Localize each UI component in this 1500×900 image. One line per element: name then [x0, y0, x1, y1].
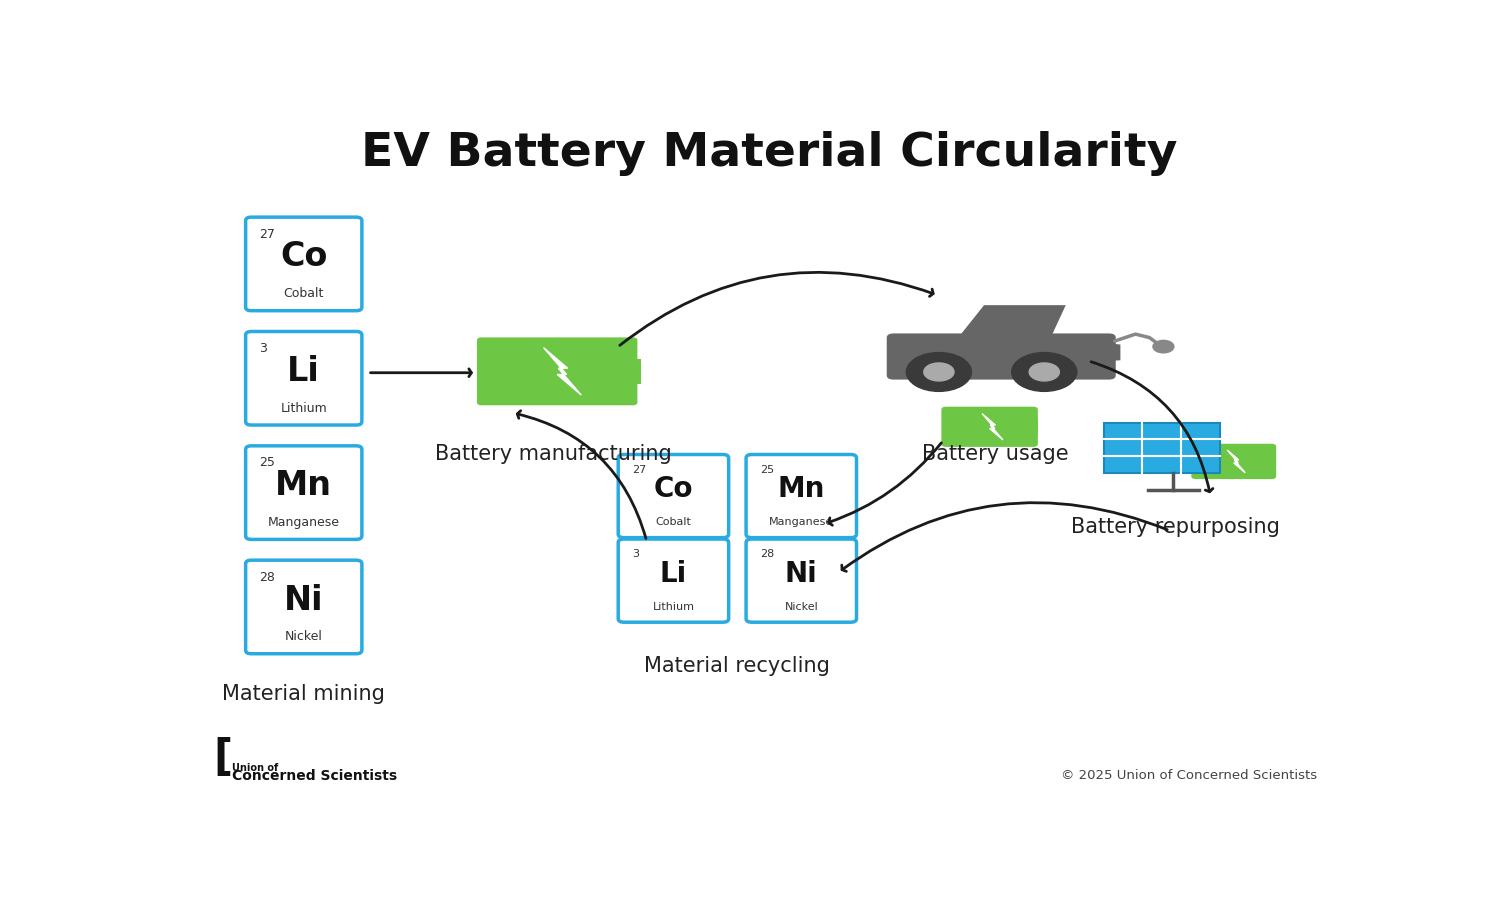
- Text: Mn: Mn: [276, 469, 333, 502]
- Text: Concerned Scientists: Concerned Scientists: [231, 769, 398, 783]
- Text: Battery usage: Battery usage: [922, 445, 1068, 464]
- Text: Battery manufacturing: Battery manufacturing: [435, 445, 672, 464]
- Text: Material recycling: Material recycling: [645, 656, 831, 676]
- Polygon shape: [1227, 450, 1245, 472]
- Text: Ni: Ni: [284, 583, 324, 617]
- FancyBboxPatch shape: [246, 446, 362, 539]
- Circle shape: [1029, 363, 1059, 381]
- Text: Lithium: Lithium: [652, 602, 694, 612]
- Text: Mn: Mn: [777, 475, 825, 503]
- Text: Cobalt: Cobalt: [656, 518, 692, 527]
- Polygon shape: [958, 305, 1066, 338]
- Text: Co: Co: [654, 475, 693, 503]
- Text: © 2025 Union of Concerned Scientists: © 2025 Union of Concerned Scientists: [1062, 769, 1317, 781]
- Text: 27: 27: [260, 228, 276, 240]
- Text: Union of: Union of: [231, 763, 278, 773]
- Polygon shape: [543, 347, 580, 395]
- Text: Lithium: Lithium: [280, 401, 327, 415]
- FancyBboxPatch shape: [246, 217, 362, 310]
- Circle shape: [924, 363, 954, 381]
- Text: 28: 28: [760, 549, 774, 560]
- Bar: [633, 359, 640, 383]
- Bar: [1272, 455, 1275, 467]
- Text: Nickel: Nickel: [285, 630, 322, 644]
- Text: 25: 25: [260, 456, 276, 469]
- FancyBboxPatch shape: [618, 539, 729, 622]
- Text: Cobalt: Cobalt: [284, 287, 324, 301]
- Polygon shape: [982, 414, 1004, 440]
- Text: Co: Co: [280, 240, 327, 274]
- FancyBboxPatch shape: [746, 539, 856, 622]
- FancyBboxPatch shape: [1191, 444, 1276, 479]
- Text: EV Battery Material Circularity: EV Battery Material Circularity: [360, 130, 1178, 176]
- FancyBboxPatch shape: [477, 338, 638, 405]
- FancyBboxPatch shape: [1104, 423, 1220, 473]
- Text: 3: 3: [260, 342, 267, 355]
- FancyBboxPatch shape: [886, 333, 1116, 380]
- Text: 28: 28: [260, 571, 276, 583]
- Polygon shape: [894, 338, 958, 360]
- Text: 25: 25: [760, 465, 774, 475]
- Circle shape: [1011, 353, 1077, 392]
- Text: 3: 3: [632, 549, 639, 560]
- Circle shape: [1154, 340, 1174, 353]
- FancyBboxPatch shape: [246, 560, 362, 653]
- FancyBboxPatch shape: [746, 454, 856, 537]
- FancyBboxPatch shape: [618, 454, 729, 537]
- FancyBboxPatch shape: [942, 407, 1038, 447]
- Text: Material mining: Material mining: [222, 684, 386, 704]
- Text: Li: Li: [288, 355, 320, 388]
- Text: Nickel: Nickel: [784, 602, 818, 612]
- Text: Manganese: Manganese: [267, 516, 339, 529]
- Text: 27: 27: [632, 465, 646, 475]
- FancyBboxPatch shape: [246, 331, 362, 425]
- Circle shape: [906, 353, 972, 392]
- Text: Li: Li: [660, 560, 687, 588]
- Bar: [1034, 419, 1038, 434]
- Text: Ni: Ni: [784, 560, 818, 588]
- Text: Manganese: Manganese: [770, 518, 834, 527]
- Text: Battery repurposing: Battery repurposing: [1071, 518, 1280, 537]
- Polygon shape: [1050, 338, 1120, 364]
- Text: [: [: [213, 737, 232, 778]
